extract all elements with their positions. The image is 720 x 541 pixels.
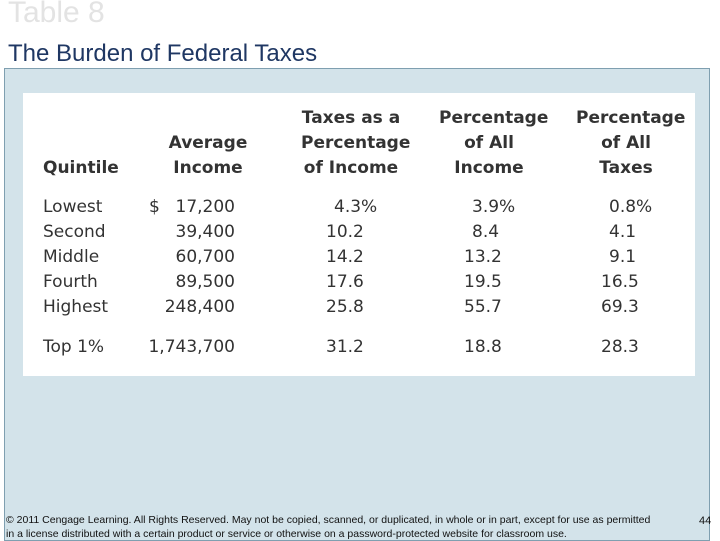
table-row-quintile: Middle bbox=[43, 247, 100, 267]
header-taxes-pct-line: of Income bbox=[303, 158, 399, 178]
table-row-pct-taxes: 69.3 bbox=[601, 297, 639, 317]
table-row-avg-income: 248,400 bbox=[164, 297, 235, 317]
table-row-pct-taxes: 0.8% bbox=[609, 197, 653, 217]
table-row-avg-income: 39,400 bbox=[175, 222, 235, 242]
table-row-pct-income: 8.4 bbox=[472, 222, 500, 242]
header-pct-income-line: Income bbox=[454, 158, 524, 178]
table-row-pct-taxes: 9.1 bbox=[609, 247, 637, 267]
table-row-avg-income: 60,700 bbox=[175, 247, 235, 267]
table-row-quintile: Top 1% bbox=[43, 337, 105, 357]
table-row-quintile: Second bbox=[43, 222, 106, 242]
header-pct-taxes-line: Percentage bbox=[576, 108, 686, 128]
header-average-income-line: Income bbox=[173, 158, 243, 178]
header-pct-taxes-line: Taxes bbox=[599, 158, 653, 178]
table-row-avg-income: 1,743,700 bbox=[148, 337, 235, 357]
table-row-taxes-pct: 17.6 bbox=[326, 272, 364, 292]
table-row-pct-taxes: 28.3 bbox=[601, 337, 639, 357]
table-row-pct-income: 13.2 bbox=[464, 247, 502, 267]
table-row-pct-income: 3.9% bbox=[472, 197, 516, 217]
table-row-pct-taxes: 16.5 bbox=[601, 272, 639, 292]
header-average-income: Average Income bbox=[163, 133, 253, 178]
table-row-taxes-pct: 14.2 bbox=[326, 247, 364, 267]
table-row-avg-income: 89,500 bbox=[175, 272, 235, 292]
header-pct-taxes-line: of All bbox=[601, 133, 651, 153]
header-quintile: Quintile bbox=[43, 158, 119, 178]
header-pct-all-income: Percentage of All Income bbox=[439, 108, 549, 178]
header-pct-income-line: of All bbox=[464, 133, 514, 153]
table-row-taxes-pct: 31.2 bbox=[326, 337, 364, 357]
table-row-quintile: Highest bbox=[43, 297, 109, 317]
table-row-pct-taxes: 4.1 bbox=[609, 222, 637, 242]
slide-label: Table 8 bbox=[8, 0, 105, 29]
header-pct-income-line: Percentage bbox=[439, 108, 549, 128]
slide-title: The Burden of Federal Taxes bbox=[8, 40, 318, 67]
header-taxes-pct-line: Taxes as a bbox=[301, 108, 401, 128]
table-row-taxes-pct: 10.2 bbox=[326, 222, 364, 242]
dollar-sign: $ bbox=[149, 197, 160, 217]
header-pct-all-taxes: Percentage of All Taxes bbox=[576, 108, 686, 178]
tax-table: Quintile Average Income Taxes as a Perce… bbox=[23, 93, 695, 376]
table-row-avg-income: 17,200 bbox=[175, 197, 235, 217]
table-row-quintile: Lowest bbox=[43, 197, 103, 217]
copyright-footer: © 2011 Cengage Learning. All Rights Rese… bbox=[6, 514, 651, 540]
header-taxes-pct-income: Taxes as a Percentage of Income bbox=[301, 108, 411, 178]
table-row-taxes-pct: 4.3% bbox=[334, 197, 378, 217]
header-average-income-line: Average bbox=[168, 133, 248, 153]
table-row-pct-income: 55.7 bbox=[464, 297, 502, 317]
table-row-pct-income: 18.8 bbox=[464, 337, 502, 357]
table-row-quintile: Fourth bbox=[43, 272, 98, 292]
header-quintile-line: Quintile bbox=[43, 158, 119, 178]
table-row-pct-income: 19.5 bbox=[464, 272, 502, 292]
page-number: 44 bbox=[699, 515, 712, 527]
table-row-taxes-pct: 25.8 bbox=[326, 297, 364, 317]
header-taxes-pct-line: Percentage bbox=[301, 133, 411, 153]
